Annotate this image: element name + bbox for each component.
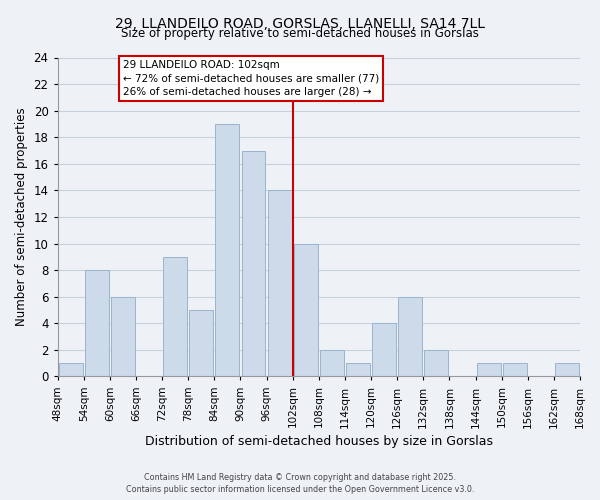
Bar [268,190,292,376]
X-axis label: Distribution of semi-detached houses by size in Gorslas: Distribution of semi-detached houses by … [145,434,493,448]
Bar [476,363,500,376]
Bar [294,244,318,376]
Bar [85,270,109,376]
Bar [555,363,579,376]
Bar [189,310,213,376]
Y-axis label: Number of semi-detached properties: Number of semi-detached properties [15,108,28,326]
Bar [242,150,265,376]
Text: 29, LLANDEILO ROAD, GORSLAS, LLANELLI, SA14 7LL: 29, LLANDEILO ROAD, GORSLAS, LLANELLI, S… [115,18,485,32]
Bar [398,296,422,376]
Bar [320,350,344,376]
Bar [111,296,135,376]
Bar [372,324,396,376]
Bar [424,350,448,376]
Text: Size of property relative to semi-detached houses in Gorslas: Size of property relative to semi-detach… [121,28,479,40]
Text: Contains HM Land Registry data © Crown copyright and database right 2025.
Contai: Contains HM Land Registry data © Crown c… [126,473,474,494]
Bar [215,124,239,376]
Bar [503,363,527,376]
Bar [346,363,370,376]
Text: 29 LLANDEILO ROAD: 102sqm
← 72% of semi-detached houses are smaller (77)
26% of : 29 LLANDEILO ROAD: 102sqm ← 72% of semi-… [123,60,379,96]
Bar [163,257,187,376]
Bar [59,363,83,376]
